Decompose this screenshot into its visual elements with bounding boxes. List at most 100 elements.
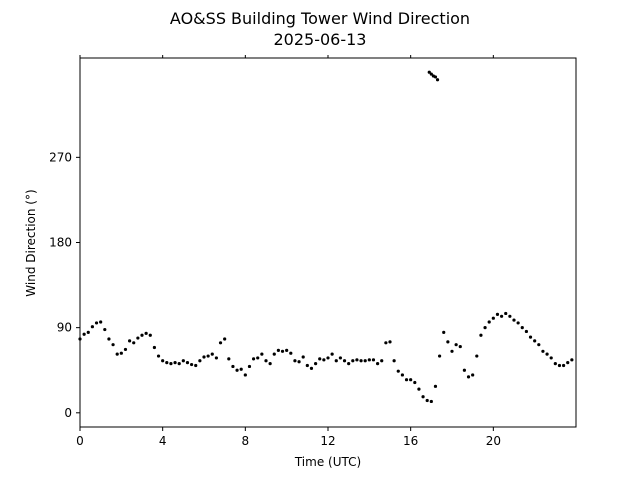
data-point (119, 351, 123, 355)
data-point (388, 340, 392, 344)
data-point (132, 341, 136, 345)
data-point (268, 362, 272, 366)
y-tick-label: 0 (64, 406, 72, 420)
data-point (512, 318, 516, 322)
data-point (541, 349, 545, 353)
data-point (487, 320, 491, 324)
data-point (206, 354, 210, 358)
data-point (305, 363, 309, 368)
data-point (272, 352, 276, 356)
data-point (181, 359, 185, 363)
data-point (400, 373, 404, 377)
data-point (380, 359, 384, 363)
x-tick-label: 16 (403, 434, 418, 448)
data-point (409, 378, 413, 382)
data-point (483, 326, 487, 330)
data-point (446, 340, 450, 344)
chart-subtitle: 2025-06-13 (274, 30, 367, 49)
data-point (435, 78, 440, 82)
data-point (425, 398, 429, 403)
data-point (99, 320, 103, 324)
data-point (144, 331, 148, 335)
data-point (524, 329, 529, 334)
data-point (404, 378, 409, 382)
data-point (359, 359, 363, 363)
data-point (194, 363, 198, 368)
y-tick-label: 180 (49, 236, 72, 250)
data-point (429, 399, 433, 404)
plot-frame (79, 57, 577, 428)
data-point (516, 321, 520, 325)
data-point (260, 352, 264, 356)
data-point (185, 361, 190, 365)
data-point (549, 356, 553, 360)
data-point (491, 316, 495, 320)
data-point (479, 333, 483, 337)
data-point (210, 352, 214, 356)
data-point (504, 311, 508, 316)
data-point (433, 75, 438, 79)
data-point (140, 333, 144, 337)
data-point (429, 72, 433, 76)
data-point (165, 361, 169, 365)
data-point (252, 357, 256, 361)
data-point (528, 335, 533, 339)
data-point (462, 368, 466, 372)
data-point (326, 356, 330, 360)
data-point (413, 380, 417, 385)
data-point (239, 367, 243, 371)
data-point (557, 363, 562, 368)
data-point (111, 343, 115, 347)
data-point (190, 362, 194, 367)
data-point (161, 359, 165, 363)
x-tick-label: 12 (320, 434, 335, 448)
y-tick-label: 90 (57, 321, 72, 335)
scatter-points (78, 70, 574, 404)
data-point (322, 358, 326, 362)
data-point (396, 369, 400, 373)
data-point (218, 341, 223, 345)
data-point (466, 375, 471, 379)
data-point (363, 359, 367, 363)
data-point (285, 348, 289, 352)
data-point (566, 361, 570, 365)
y-axis-ticks: 0 90 180 270 (49, 150, 80, 420)
data-point (309, 366, 314, 370)
x-tick-label: 20 (486, 434, 501, 448)
data-point (392, 359, 396, 363)
data-point (562, 363, 566, 368)
data-point (297, 360, 301, 364)
data-point (342, 359, 347, 363)
data-point (123, 347, 128, 352)
data-point (520, 326, 524, 330)
data-point (103, 327, 107, 332)
y-axis-label: Wind Direction (°) (24, 189, 38, 296)
data-point (173, 361, 177, 365)
data-point (330, 352, 334, 356)
data-point (247, 364, 252, 369)
data-point (136, 336, 140, 340)
data-point (86, 330, 90, 334)
data-point (235, 368, 239, 372)
data-point (367, 358, 371, 362)
data-point (500, 314, 504, 318)
data-point (384, 341, 388, 345)
data-point (82, 332, 86, 336)
data-point (301, 355, 305, 359)
data-point (347, 362, 351, 366)
x-tick-label: 8 (242, 434, 250, 448)
data-point (338, 356, 342, 360)
data-point (421, 395, 425, 399)
data-point (508, 314, 512, 318)
data-point (152, 345, 156, 350)
data-point (458, 344, 462, 349)
data-point (355, 358, 359, 362)
data-point (533, 339, 537, 343)
data-point (433, 384, 438, 388)
data-point (553, 362, 557, 366)
data-point (223, 337, 227, 341)
data-point (276, 348, 280, 352)
data-point (128, 339, 132, 343)
data-point (351, 359, 355, 363)
